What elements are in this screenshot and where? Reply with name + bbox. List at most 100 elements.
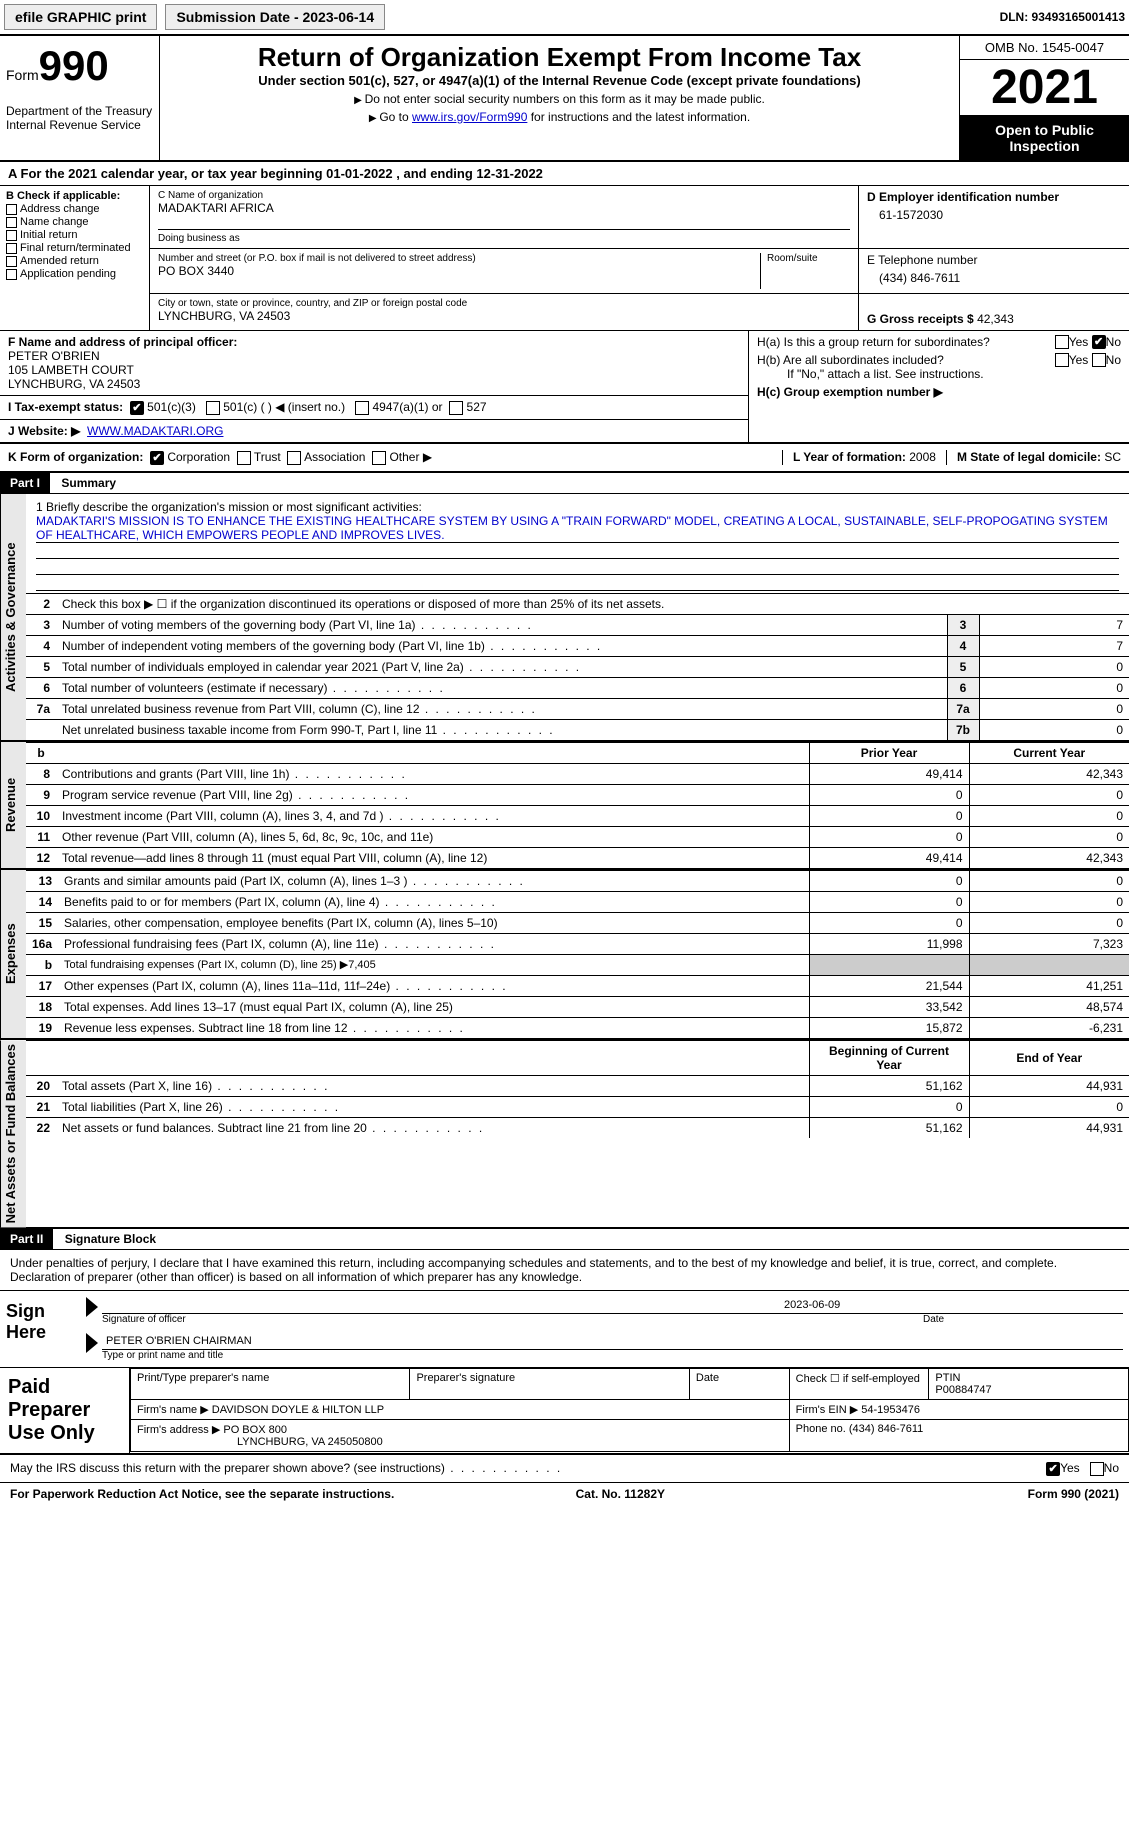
revenue-table: bPrior YearCurrent Year 8Contributions a…: [26, 742, 1129, 868]
hb-note: If "No," attach a list. See instructions…: [757, 367, 1121, 381]
city-value: LYNCHBURG, VA 24503: [158, 309, 850, 323]
sig-arrow-icon: [86, 1297, 98, 1317]
header-right: OMB No. 1545-0047 2021 Open to Public In…: [959, 36, 1129, 160]
k-other[interactable]: [372, 451, 386, 465]
hb-yes[interactable]: [1055, 353, 1069, 367]
chk-initial-return[interactable]: [6, 230, 17, 241]
header-left: Form990 Department of the Treasury Inter…: [0, 36, 160, 160]
sign-here-label: Sign Here: [0, 1291, 80, 1367]
part-2-header: Part II Signature Block: [0, 1229, 1129, 1250]
irs-label: Internal Revenue Service: [6, 118, 153, 132]
website-link[interactable]: WWW.MADAKTARI.ORG: [87, 424, 223, 438]
paid-preparer-table: Print/Type preparer's name Preparer's si…: [130, 1368, 1129, 1452]
form-header: Form990 Department of the Treasury Inter…: [0, 36, 1129, 162]
section-j-website: J Website: ▶ WWW.MADAKTARI.ORG: [0, 420, 748, 442]
prep-selfemp-label: Check ☐ if self-employed: [789, 1369, 929, 1400]
chk-name-change[interactable]: [6, 217, 17, 228]
tax-year: 2021: [960, 60, 1129, 116]
governance-table: 2Check this box ▶ ☐ if the organization …: [26, 593, 1129, 740]
perjury-statement: Under penalties of perjury, I declare th…: [0, 1250, 1129, 1291]
ein-value: 61-1572030: [867, 204, 1121, 226]
prep-sig-label: Preparer's signature: [410, 1369, 689, 1400]
omb-number: OMB No. 1545-0047: [960, 36, 1129, 60]
form-word: Form: [6, 67, 39, 83]
chk-527[interactable]: [449, 401, 463, 415]
gross-receipts-value: 42,343: [977, 312, 1014, 326]
row-klm: K Form of organization: ✔ Corporation Tr…: [0, 444, 1129, 473]
chk-501c3-icon: ✔: [130, 401, 144, 415]
ptin-label: PTIN: [935, 1372, 960, 1384]
chk-amended-return[interactable]: [6, 256, 17, 267]
cat-no: Cat. No. 11282Y: [576, 1487, 665, 1501]
room-suite-label: Room/suite: [760, 253, 850, 289]
city-label: City or town, state or province, country…: [158, 298, 850, 309]
telephone-value: (434) 846-7611: [867, 267, 1121, 289]
section-i-tax-exempt: I Tax-exempt status: ✔ 501(c)(3) 501(c) …: [0, 396, 748, 420]
org-name-value: MADAKTARI AFRICA: [158, 201, 850, 215]
summary-netassets: Net Assets or Fund Balances Beginning of…: [0, 1040, 1129, 1229]
sig-date-value: 2023-06-09: [780, 1297, 1123, 1313]
sign-here-row: Sign Here 2023-06-09 Signature of office…: [0, 1291, 1129, 1368]
irs-discuss-row: May the IRS discuss this return with the…: [0, 1455, 1129, 1483]
paid-preparer-label: Paid Preparer Use Only: [0, 1368, 130, 1453]
hc-label: H(c) Group exemption number ▶: [757, 385, 1121, 399]
k-assoc[interactable]: [287, 451, 301, 465]
discuss-no[interactable]: [1090, 1462, 1104, 1476]
prep-print-label: Print/Type preparer's name: [131, 1369, 410, 1400]
part-1-header: Part I Summary: [0, 473, 1129, 494]
summary-governance: Activities & Governance 1 Briefly descri…: [0, 494, 1129, 742]
expenses-table: 13Grants and similar amounts paid (Part …: [26, 870, 1129, 1038]
dept-treasury: Department of the Treasury: [6, 104, 153, 118]
street-value: PO BOX 3440: [158, 264, 760, 278]
section-h: H(a) Is this a group return for subordin…: [749, 331, 1129, 442]
summary-revenue: Revenue bPrior YearCurrent Year 8Contrib…: [0, 742, 1129, 870]
paid-preparer-row: Paid Preparer Use Only Print/Type prepar…: [0, 1368, 1129, 1455]
type-print-label: Type or print name and title: [102, 1350, 1123, 1361]
officer-name-title: PETER O'BRIEN CHAIRMAN: [102, 1333, 1123, 1349]
ssn-note: Do not enter social security numbers on …: [170, 92, 949, 106]
vtab-revenue: Revenue: [0, 742, 26, 868]
sig-arrow-icon-2: [86, 1333, 98, 1353]
hb-no[interactable]: [1092, 353, 1106, 367]
firm-phone: (434) 846-7611: [849, 1423, 923, 1435]
section-identity: B Check if applicable: Address change Na…: [0, 186, 1129, 331]
open-to-public: Open to Public Inspection: [960, 116, 1129, 160]
chk-4947[interactable]: [355, 401, 369, 415]
chk-address-change[interactable]: [6, 204, 17, 215]
firm-name: DAVIDSON DOYLE & HILTON LLP: [212, 1404, 384, 1416]
firm-addr1: PO BOX 800: [223, 1424, 287, 1436]
ha-no-checked-icon: ✔: [1092, 335, 1106, 349]
efile-print-button[interactable]: efile GRAPHIC print: [4, 4, 157, 30]
vtab-governance: Activities & Governance: [0, 494, 26, 740]
sig-date-label: Date: [923, 1314, 1123, 1325]
sig-officer-label: Signature of officer: [102, 1314, 923, 1325]
section-f: F Name and address of principal officer:…: [0, 331, 748, 396]
ha-yes[interactable]: [1055, 335, 1069, 349]
telephone-label: E Telephone number: [867, 253, 1121, 267]
top-toolbar: efile GRAPHIC print Submission Date - 20…: [0, 0, 1129, 36]
street-label: Number and street (or P.O. box if mail i…: [158, 253, 760, 264]
chk-501c-blank[interactable]: [206, 401, 220, 415]
form-ref: Form 990 (2021): [1028, 1487, 1119, 1501]
irs-form990-link[interactable]: www.irs.gov/Form990: [412, 110, 527, 124]
summary-expenses: Expenses 13Grants and similar amounts pa…: [0, 870, 1129, 1040]
dba-label: Doing business as: [158, 229, 850, 244]
section-officer-h: F Name and address of principal officer:…: [0, 331, 1129, 444]
section-c-body: C Name of organization MADAKTARI AFRICA …: [150, 186, 1129, 330]
form-title: Return of Organization Exempt From Incom…: [170, 42, 949, 73]
k-corp-checked-icon: ✔: [150, 451, 164, 465]
footer-bar: For Paperwork Reduction Act Notice, see …: [0, 1483, 1129, 1505]
chk-final-return[interactable]: [6, 243, 17, 254]
chk-application-pending[interactable]: [6, 269, 17, 280]
mission-block: 1 Briefly describe the organization's mi…: [26, 494, 1129, 593]
firm-addr2: LYNCHBURG, VA 245050800: [137, 1436, 383, 1448]
section-b-checkboxes: B Check if applicable: Address change Na…: [0, 186, 150, 330]
vtab-netassets: Net Assets or Fund Balances: [0, 1040, 26, 1227]
submission-date-button[interactable]: Submission Date - 2023-06-14: [165, 4, 385, 30]
ptin-value: P00884747: [935, 1384, 991, 1396]
discuss-yes-checked-icon: ✔: [1046, 1462, 1060, 1476]
goto-note: Go to www.irs.gov/Form990 for instructio…: [170, 110, 949, 124]
ein-label: D Employer identification number: [867, 190, 1121, 204]
mission-text: MADAKTARI'S MISSION IS TO ENHANCE THE EX…: [36, 514, 1119, 543]
k-trust[interactable]: [237, 451, 251, 465]
